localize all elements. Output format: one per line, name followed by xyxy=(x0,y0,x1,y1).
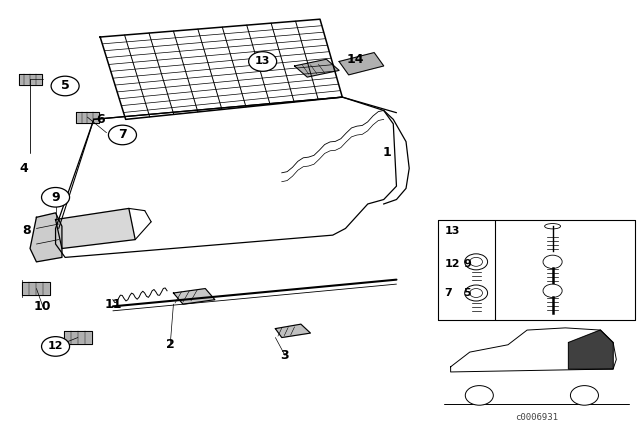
Polygon shape xyxy=(339,52,384,75)
Polygon shape xyxy=(173,289,215,304)
Circle shape xyxy=(51,76,79,96)
Circle shape xyxy=(465,254,488,270)
Text: 7: 7 xyxy=(444,288,452,298)
Text: 1: 1 xyxy=(383,146,391,159)
Polygon shape xyxy=(294,59,339,77)
Polygon shape xyxy=(56,208,135,249)
Circle shape xyxy=(570,386,598,405)
Polygon shape xyxy=(76,112,99,123)
Text: c0006931: c0006931 xyxy=(515,413,558,422)
Circle shape xyxy=(42,336,70,356)
Text: 13: 13 xyxy=(444,226,460,236)
Polygon shape xyxy=(19,73,42,85)
Text: 11: 11 xyxy=(104,297,122,310)
Text: 8: 8 xyxy=(22,224,31,237)
Circle shape xyxy=(543,284,562,297)
Circle shape xyxy=(470,289,483,297)
Text: 10: 10 xyxy=(34,300,52,313)
Circle shape xyxy=(42,188,70,207)
Text: 12: 12 xyxy=(48,341,63,351)
Text: 9: 9 xyxy=(51,191,60,204)
Text: 4: 4 xyxy=(19,162,28,175)
Circle shape xyxy=(108,125,136,145)
Text: 2: 2 xyxy=(166,338,175,351)
Polygon shape xyxy=(22,282,51,295)
Polygon shape xyxy=(64,331,92,345)
Text: 9: 9 xyxy=(463,259,471,269)
Circle shape xyxy=(543,255,562,268)
Polygon shape xyxy=(568,330,613,369)
Ellipse shape xyxy=(545,224,561,229)
Text: 12: 12 xyxy=(444,259,460,269)
Text: 5: 5 xyxy=(61,79,70,92)
Text: 13: 13 xyxy=(255,56,270,66)
Polygon shape xyxy=(275,324,310,337)
Text: 6: 6 xyxy=(96,113,104,126)
Text: 3: 3 xyxy=(281,349,289,362)
Polygon shape xyxy=(30,213,62,262)
Circle shape xyxy=(465,285,488,301)
Text: 14: 14 xyxy=(346,53,364,66)
Circle shape xyxy=(465,386,493,405)
Circle shape xyxy=(470,258,483,266)
Text: 5: 5 xyxy=(463,288,471,298)
Circle shape xyxy=(248,52,276,71)
Text: 7: 7 xyxy=(118,129,127,142)
